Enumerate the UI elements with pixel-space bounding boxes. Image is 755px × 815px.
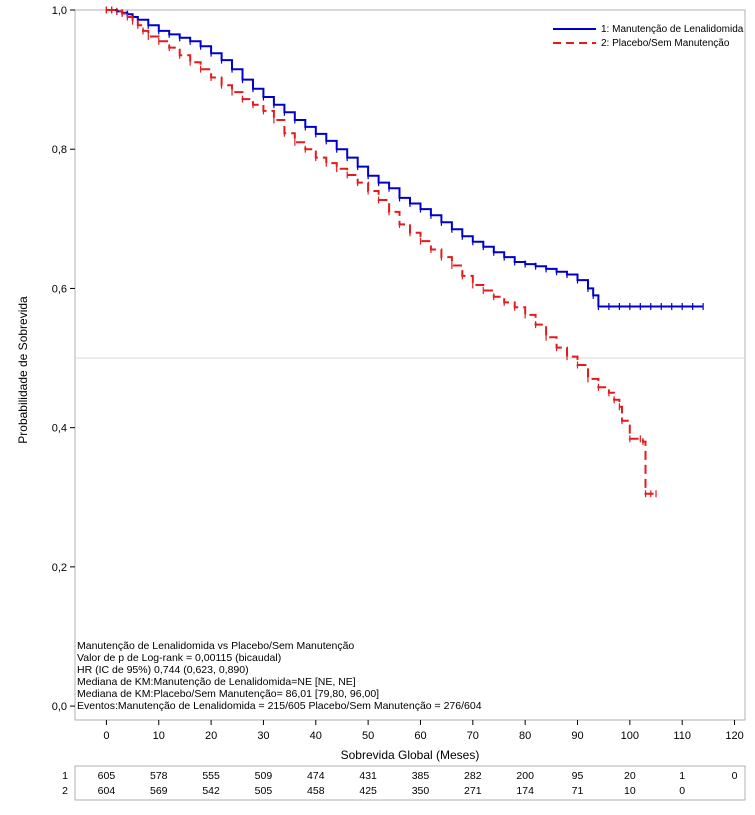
y-axis-title: Probabilidade de Sobrevida bbox=[16, 296, 30, 444]
x-tick-label: 110 bbox=[673, 730, 691, 742]
at-risk-value: 71 bbox=[572, 785, 584, 797]
at-risk-value: 200 bbox=[516, 770, 534, 782]
at-risk-value: 385 bbox=[412, 770, 430, 782]
at-risk-value: 271 bbox=[464, 785, 482, 797]
x-tick-label: 120 bbox=[725, 730, 743, 742]
plot-area-frame bbox=[74, 9, 746, 721]
legend-label-series-2: 2: Placebo/Sem Manutenção bbox=[601, 38, 730, 49]
at-risk-value: 474 bbox=[307, 770, 325, 782]
statistics-annotation: Manutenção de Lenalidomida vs Placebo/Se… bbox=[77, 640, 482, 712]
at-risk-table-frame bbox=[74, 765, 746, 801]
x-tick-label: 50 bbox=[362, 730, 374, 742]
at-risk-value: 509 bbox=[255, 770, 273, 782]
x-tick-label: 10 bbox=[153, 730, 165, 742]
survival-curves bbox=[105, 6, 704, 498]
at-risk-value: 569 bbox=[150, 785, 168, 797]
x-tick-label: 70 bbox=[467, 730, 479, 742]
x-tick-label: 20 bbox=[205, 730, 217, 742]
x-tick-label: 90 bbox=[571, 730, 583, 742]
x-tick-label: 80 bbox=[519, 730, 531, 742]
at-risk-row-label: 2 bbox=[62, 785, 68, 797]
stat-line-median-2: Mediana de KM:Placebo/Sem Manutenção= 86… bbox=[77, 688, 379, 700]
y-tick-label: 0,6 bbox=[52, 283, 67, 295]
y-tick-label: 0,8 bbox=[52, 144, 67, 156]
x-tick-label: 30 bbox=[257, 730, 269, 742]
x-axis-title: Sobrevida Global (Meses) bbox=[341, 748, 480, 762]
legend-label-series-1: 1: Manutenção de Lenalidomida bbox=[601, 24, 744, 35]
at-risk-value: 604 bbox=[98, 785, 116, 797]
x-axis: 0 10 20 30 40 50 60 70 80 90 100 110 120 bbox=[103, 720, 744, 742]
at-risk-value: 95 bbox=[572, 770, 584, 782]
at-risk-value: 578 bbox=[150, 770, 168, 782]
stat-line-hr: HR (IC de 95%) 0,744 (0,623, 0,890) bbox=[77, 664, 249, 676]
at-risk-value: 431 bbox=[359, 770, 377, 782]
at-risk-value: 282 bbox=[464, 770, 482, 782]
stat-line-comparison: Manutenção de Lenalidomida vs Placebo/Se… bbox=[77, 640, 354, 652]
at-risk-row-label: 1 bbox=[62, 770, 68, 782]
at-risk-value: 542 bbox=[202, 785, 220, 797]
x-tick-label: 60 bbox=[414, 730, 426, 742]
at-risk-value: 0 bbox=[679, 785, 685, 797]
at-risk-value: 350 bbox=[412, 785, 430, 797]
at-risk-value: 174 bbox=[516, 785, 534, 797]
at-risk-value: 20 bbox=[624, 770, 636, 782]
stat-line-logrank: Valor de p de Log-rank = 0,00115 (bicaud… bbox=[77, 652, 281, 664]
at-risk-value: 1 bbox=[679, 770, 685, 782]
x-tick-label: 40 bbox=[310, 730, 322, 742]
y-tick-label: 0,0 bbox=[52, 701, 67, 713]
at-risk-value: 605 bbox=[98, 770, 116, 782]
y-axis: 0,0 0,2 0,4 0,6 0,8 1,0 bbox=[52, 5, 75, 713]
y-tick-label: 1,0 bbox=[52, 5, 67, 17]
at-risk-value: 10 bbox=[624, 785, 636, 797]
stat-line-median-1: Mediana de KM:Manutenção de Lenalidomida… bbox=[77, 676, 356, 688]
at-risk-value: 0 bbox=[732, 770, 738, 782]
y-tick-label: 0,4 bbox=[52, 423, 67, 435]
x-tick-label: 0 bbox=[103, 730, 109, 742]
at-risk-value: 425 bbox=[359, 785, 377, 797]
at-risk-value: 458 bbox=[307, 785, 325, 797]
y-tick-label: 0,2 bbox=[52, 562, 67, 574]
censor-marks-series-2 bbox=[105, 6, 657, 498]
x-tick-label: 100 bbox=[621, 730, 639, 742]
at-risk-value: 555 bbox=[202, 770, 220, 782]
at-risk-table: 1 605 578 555 509 474 431 385 282 200 95 20 1 02 604 56… bbox=[62, 770, 737, 797]
legend: 1: Manutenção de Lenalidomida 2: Placebo… bbox=[553, 24, 744, 49]
stat-line-events: Eventos:Manutenção de Lenalidomida = 215… bbox=[77, 700, 482, 712]
at-risk-value: 505 bbox=[255, 785, 273, 797]
